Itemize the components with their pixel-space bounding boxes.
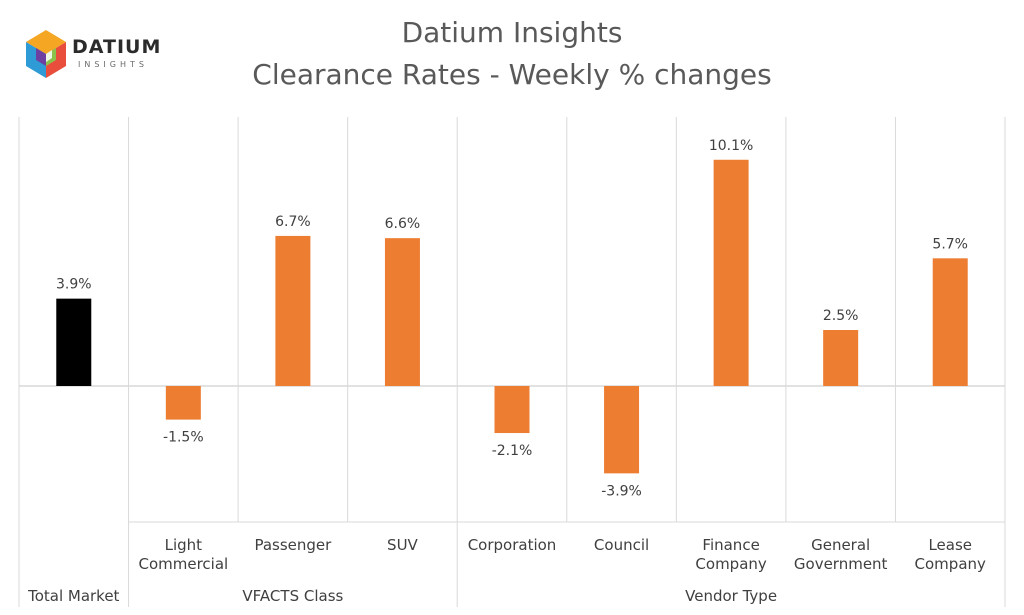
bar (713, 159, 749, 386)
category-label: Light Commercial (138, 536, 228, 573)
category-label: General Government (794, 536, 888, 573)
category-label: SUV (387, 536, 419, 554)
data-label: -2.1% (492, 443, 533, 459)
group-label: Vendor Type (685, 587, 777, 605)
bar (165, 386, 201, 420)
data-label: 2.5% (823, 308, 859, 324)
bar (604, 386, 640, 474)
data-label: 5.7% (932, 236, 968, 252)
logo-tagline: INSIGHTS (78, 60, 148, 69)
bar (823, 330, 859, 386)
bar (275, 235, 311, 386)
datium-logo: DATIUM INSIGHTS (22, 28, 172, 84)
group-label: VFACTS Class (242, 587, 343, 605)
data-label: 10.1% (709, 138, 753, 154)
chart-subtitle: Clearance Rates - Weekly % changes (252, 58, 772, 91)
data-label: -3.9% (601, 483, 642, 499)
category-label: Lease Company (915, 536, 986, 573)
logo-cube-icon (26, 30, 66, 78)
category-label: Finance Company (695, 536, 766, 573)
data-label: 3.9% (56, 277, 92, 293)
bar (56, 298, 92, 386)
data-label: 6.7% (275, 214, 311, 230)
category-label: Corporation (468, 536, 557, 554)
bar (932, 258, 968, 386)
bar (494, 386, 530, 434)
chart-title: Datium Insights (401, 16, 623, 49)
category-label: Council (594, 536, 649, 554)
group-label: Total Market (27, 587, 119, 605)
logo-wordmark: DATIUM (72, 36, 162, 58)
data-label: 6.6% (385, 216, 421, 232)
category-label: Passenger (254, 536, 332, 554)
bar (384, 238, 420, 386)
data-label: -1.5% (163, 430, 204, 446)
